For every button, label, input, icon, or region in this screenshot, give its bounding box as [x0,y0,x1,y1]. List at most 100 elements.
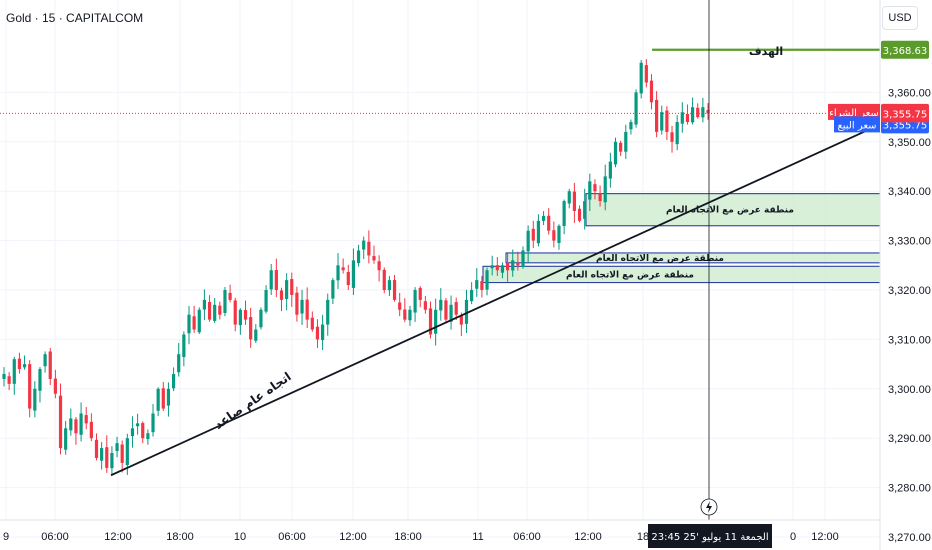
candle-body [434,309,438,334]
candle-body [38,369,42,391]
trendline-label: اتجاه عام صاعد [212,369,295,432]
candle-body [690,107,695,123]
candle-body [577,208,582,221]
candle-body [526,230,530,252]
candle-body [459,315,463,325]
candle-body [521,250,525,267]
candle-body [454,302,458,315]
candle-body [485,270,489,290]
supply-zone-label: منطقة عرض مع الاتجاه العام [566,270,694,280]
x-tick-label: 18:00 [394,531,422,543]
buy-label: سعر البيع [837,120,876,131]
y-tick-label: 3,310.00 [888,334,931,346]
candle-body [74,419,78,434]
candle-body [685,113,690,123]
candle-body [310,317,314,330]
candle-body [444,300,448,320]
candle-body [490,265,494,269]
candle-body [562,201,566,227]
candle-body [53,378,57,394]
candle-body [254,329,258,341]
trendline [110,123,881,477]
candle-body [197,309,201,333]
crosshair-date-label: الجمعة 11 يوليو '25 23:45 [651,532,768,543]
candle-body [413,290,417,313]
candle-body [362,240,366,250]
sell-label-box [828,103,880,120]
candle-body [372,256,376,261]
candle-body [182,334,186,358]
target-label: الهدف [749,45,783,58]
candle-body [315,326,320,340]
candle-body [146,433,150,440]
candle-body [69,418,73,431]
sell-label: سعر الشراء [829,108,879,119]
chart-title: Gold · 15 · CAPITALCOM [6,11,144,25]
candle-body [33,388,37,411]
candle-body [228,292,232,300]
candle-body [151,413,155,433]
candle-body [290,279,294,295]
candle-body [43,354,47,367]
candle-body [418,287,422,300]
candle-body [655,99,659,132]
chart-grid [0,0,880,538]
candle-body [202,299,207,310]
crosshair-date-box [648,524,772,548]
candle-body [608,161,612,179]
candle-body [624,131,628,152]
candle-body [392,280,397,300]
candle-body [356,250,361,264]
candle-body [351,260,356,288]
candle-body [305,299,309,320]
candle-body [125,438,129,466]
candle-body [547,215,551,231]
y-tick-label: 3,300.00 [888,384,931,396]
candle-body [161,388,165,409]
candle-body [259,309,263,328]
candle-body [408,309,412,321]
currency-button[interactable]: USD [882,6,918,30]
candle-body [480,281,484,290]
candle-body [680,112,684,124]
candle-body [706,110,710,114]
candle-body [567,191,571,204]
x-tick-label: 11 [472,531,483,543]
candle-body [243,310,248,320]
candle-body [346,272,350,286]
candle-body [100,448,104,461]
lightning-icon-glyph [706,501,712,513]
target-tag-value: 3,368.63 [883,46,928,57]
candle-body [320,324,325,341]
candle-body [171,373,176,389]
candle-body [156,388,160,411]
candle-body [511,260,515,271]
candle-body [603,176,607,203]
candle-body [213,304,217,321]
candle-body [166,388,171,406]
candle-body [28,364,32,409]
candle-body [588,181,592,200]
candle-body [403,309,407,320]
x-tick-label: 18:00 [166,531,194,543]
target-tag-box [881,40,929,59]
y-tick-label: 3,340.00 [888,186,931,198]
y-tick-label: 3,270.00 [888,532,931,544]
candle-body [675,122,679,145]
candle-body [105,447,109,468]
y-tick-label: 3,330.00 [888,236,931,248]
candle-body [449,304,453,322]
candle-body [218,305,222,315]
candle-body [58,395,63,449]
candle-body [398,302,402,310]
candle-body [531,228,535,241]
y-tick-label: 3,290.00 [888,433,931,445]
candle-body [238,309,242,326]
candle-body [110,453,114,469]
supply-zone [585,193,881,227]
price-axis-background [880,0,932,550]
supply-zone-label: منطقة عرض مع الاتجاه العام [666,206,794,216]
candle-body [12,359,16,384]
supply-zone-label: منطقة عرض مع الاتجاه العام [596,254,724,264]
